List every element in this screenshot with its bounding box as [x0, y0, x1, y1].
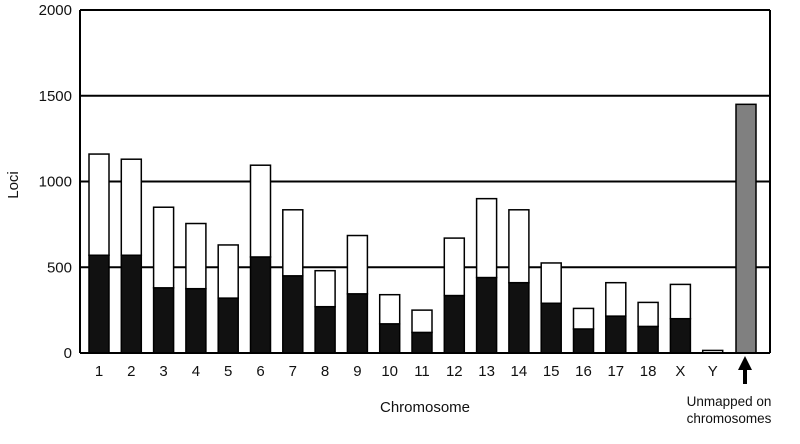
x-tick-label-4: 4 — [192, 363, 200, 380]
annotation-arrow-head — [738, 356, 752, 370]
x-tick-label-2: 2 — [127, 363, 135, 380]
bar-2-segment-1 — [120, 158, 143, 256]
x-tick-label-3: 3 — [159, 363, 167, 380]
bar-12-segment-0 — [443, 294, 466, 354]
bar-4-segment-0 — [185, 287, 207, 354]
bar-15-segment-0 — [540, 302, 562, 354]
bar-5-segment-0 — [217, 297, 239, 354]
bar-4-segment-1 — [185, 222, 207, 290]
x-axis-title: Chromosome — [380, 399, 470, 416]
x-tick-label-5: 5 — [224, 363, 232, 380]
x-tick-label-9: 9 — [353, 363, 361, 380]
bar-16-segment-0 — [572, 328, 595, 354]
bar-8-segment-0 — [314, 305, 336, 354]
bar-13-segment-0 — [475, 276, 498, 354]
bar-9-segment-0 — [346, 293, 369, 354]
y-tick-label-1000: 1000 — [39, 174, 72, 191]
bar-7-segment-1 — [282, 209, 304, 277]
bar-16-segment-1 — [572, 307, 595, 330]
y-tick-label-0: 0 — [64, 345, 72, 362]
bar-6-segment-0 — [249, 256, 272, 354]
x-tick-label-11: 11 — [414, 363, 430, 380]
bar-14-segment-0 — [508, 281, 530, 354]
x-tick-label-Y: Y — [708, 363, 718, 380]
bar-3-segment-0 — [152, 287, 175, 354]
bar-10-segment-0 — [378, 323, 401, 354]
x-tick-label-18: 18 — [640, 363, 657, 380]
bar-10-segment-1 — [378, 293, 401, 325]
bar-18-segment-0 — [637, 325, 659, 354]
x-tick-label-12: 12 — [446, 363, 463, 380]
bar-12-segment-1 — [443, 237, 466, 297]
bar-1-segment-0 — [88, 254, 110, 354]
grid-layer — [80, 9, 770, 269]
x-tick-label-16: 16 — [575, 363, 592, 380]
bar-11-segment-0 — [411, 331, 433, 354]
bar-1-segment-1 — [88, 153, 110, 256]
bar-8-segment-1 — [314, 269, 336, 308]
bar-3-segment-1 — [152, 206, 175, 289]
bar-X-segment-1 — [669, 283, 692, 320]
bar-X-segment-0 — [669, 317, 692, 354]
y-tick-label-500: 500 — [47, 259, 72, 276]
bar-layer — [88, 103, 757, 354]
bar-7-segment-0 — [282, 275, 304, 354]
bar-5-segment-1 — [217, 244, 239, 299]
bar-17-segment-0 — [605, 315, 627, 354]
x-tick-label-10: 10 — [381, 363, 398, 380]
x-tick-label-7: 7 — [289, 363, 297, 380]
y-tick-label-1500: 1500 — [39, 88, 72, 105]
x-tick-label-6: 6 — [256, 363, 264, 380]
x-tick-label-X: X — [675, 363, 685, 380]
bar-9-segment-1 — [346, 234, 369, 295]
axis-layer — [79, 10, 771, 384]
bar-11-segment-1 — [411, 309, 433, 334]
x-tick-label-14: 14 — [511, 363, 528, 380]
y-tick-label-2000: 2000 — [39, 2, 72, 19]
bar-17-segment-1 — [605, 281, 627, 317]
bar-unmapped — [735, 103, 757, 354]
bar-18-segment-1 — [637, 301, 659, 328]
x-tick-label-17: 17 — [607, 363, 624, 380]
bar-6-segment-1 — [249, 164, 272, 258]
bar-2-segment-0 — [120, 254, 143, 354]
bar-14-segment-1 — [508, 209, 530, 284]
x-tick-label-8: 8 — [321, 363, 329, 380]
y-axis-title: Loci — [5, 171, 22, 199]
x-tick-label-13: 13 — [478, 363, 495, 380]
x-tick-label-15: 15 — [543, 363, 560, 380]
bar-13-segment-1 — [475, 197, 498, 279]
unmapped-label: Unmapped on chromosomes — [687, 394, 772, 426]
x-tick-label-1: 1 — [95, 363, 103, 380]
bar-15-segment-1 — [540, 262, 562, 305]
